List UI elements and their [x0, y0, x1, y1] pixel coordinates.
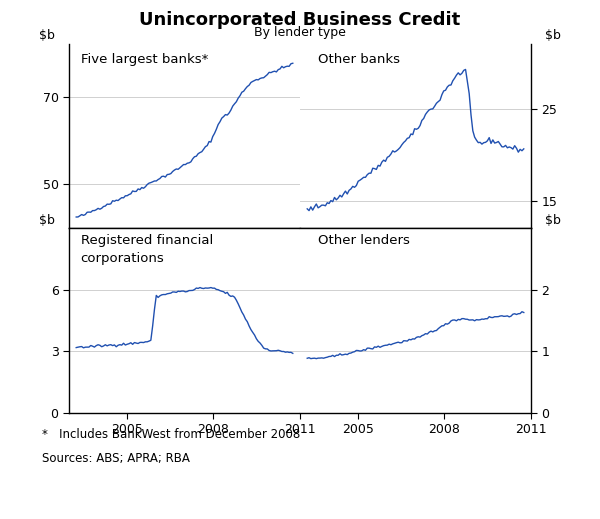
Text: *   Includes BankWest from December 2008: * Includes BankWest from December 2008: [42, 428, 300, 441]
Text: Registered financial
corporations: Registered financial corporations: [80, 234, 213, 265]
Text: $b: $b: [39, 213, 55, 226]
Text: $b: $b: [545, 29, 561, 42]
Text: Other banks: Other banks: [319, 53, 400, 66]
Text: Unincorporated Business Credit: Unincorporated Business Credit: [139, 11, 461, 30]
Text: Five largest banks*: Five largest banks*: [80, 53, 208, 66]
Text: Sources: ABS; APRA; RBA: Sources: ABS; APRA; RBA: [42, 452, 190, 465]
Text: By lender type: By lender type: [254, 26, 346, 39]
Text: $b: $b: [545, 213, 561, 226]
Text: Other lenders: Other lenders: [319, 234, 410, 247]
Text: $b: $b: [39, 29, 55, 42]
